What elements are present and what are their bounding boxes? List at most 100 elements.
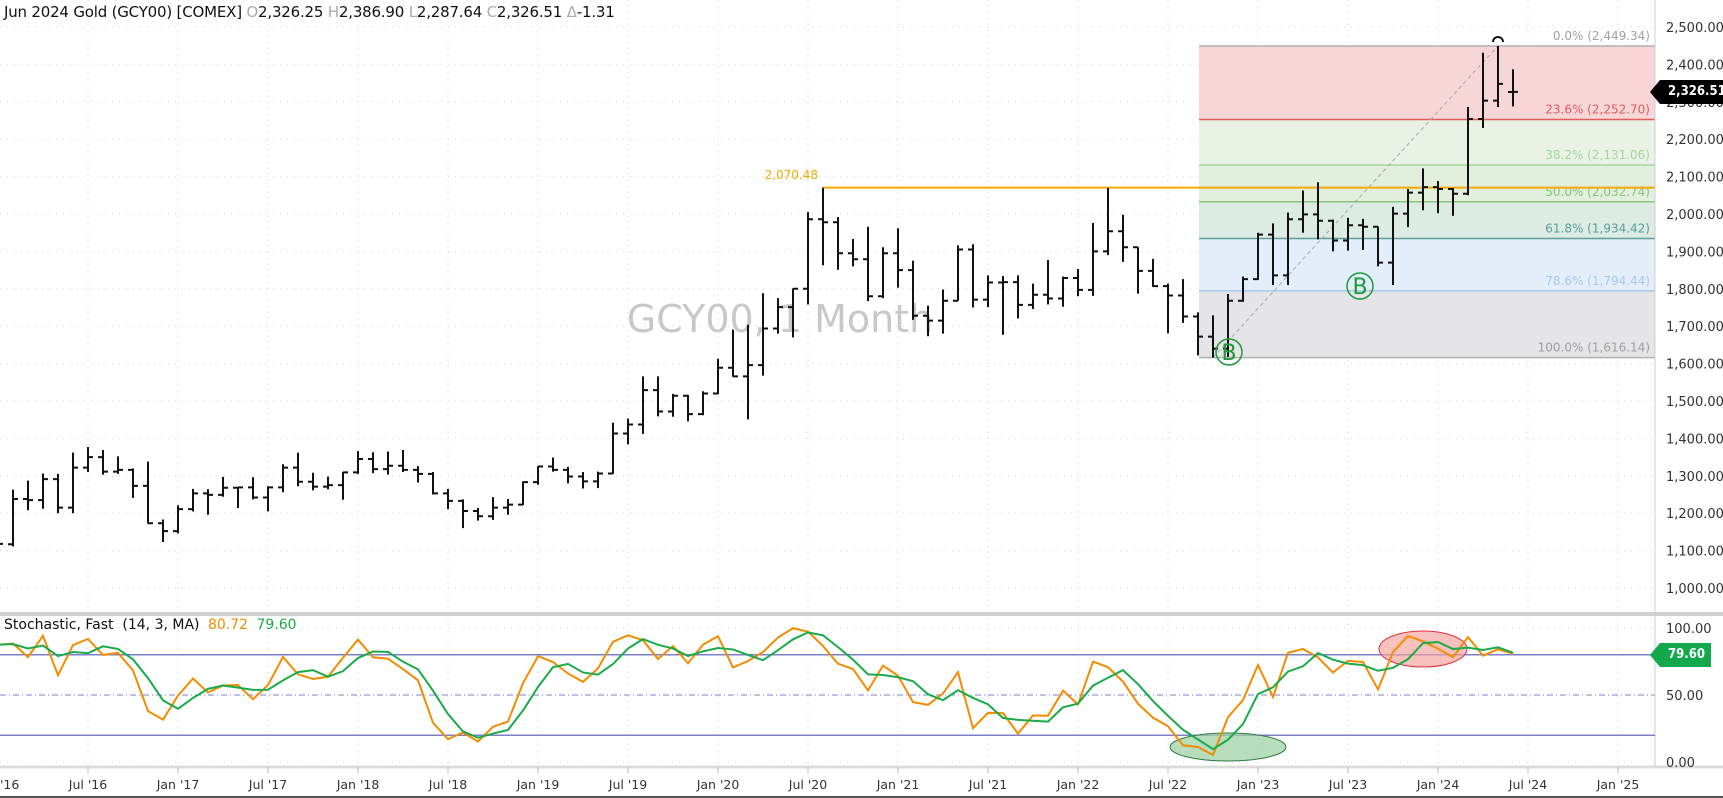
price-bar bbox=[1163, 283, 1173, 334]
time-axis-label: Jul '24 bbox=[1508, 777, 1547, 792]
price-bar bbox=[653, 376, 663, 417]
price-bar bbox=[638, 376, 648, 434]
price-bar bbox=[1058, 276, 1068, 307]
peak-marker-icon bbox=[1492, 36, 1504, 43]
price-bar bbox=[728, 329, 738, 378]
price-bar bbox=[458, 499, 468, 529]
price-bar bbox=[608, 422, 618, 475]
price-bar bbox=[83, 447, 93, 473]
price-bar bbox=[1223, 294, 1233, 357]
price-bar bbox=[893, 228, 903, 288]
resistance-label: 2,070.48 bbox=[765, 168, 818, 182]
price-bar bbox=[1313, 182, 1323, 240]
price-axis-label: 1,100.00 bbox=[1666, 545, 1723, 560]
last-price-tag: 2,326.51 bbox=[1650, 80, 1723, 104]
price-bar bbox=[758, 293, 768, 376]
fib-zone bbox=[1199, 290, 1655, 358]
price-bar bbox=[1298, 190, 1308, 233]
panel-divider bbox=[0, 612, 1723, 616]
time-axis-label: Jul '22 bbox=[1148, 777, 1187, 792]
fib-zone bbox=[1199, 238, 1655, 291]
price-bar bbox=[548, 457, 558, 472]
price-bar bbox=[113, 456, 123, 474]
price-bar bbox=[143, 461, 153, 525]
fib-level-label: 61.8% (1,934.42) bbox=[1545, 222, 1650, 236]
stochastic-d-line bbox=[0, 631, 1514, 751]
price-bar bbox=[1448, 187, 1458, 216]
price-axis-label: 1,000.00 bbox=[1666, 582, 1723, 597]
watermark: GCY00, 1 Month bbox=[627, 297, 933, 341]
time-axis-label: Jul '19 bbox=[608, 777, 647, 792]
fib-trend-line bbox=[1212, 45, 1499, 358]
low-label: L bbox=[408, 3, 417, 21]
price-bar bbox=[8, 489, 18, 547]
price-bar bbox=[833, 216, 843, 270]
close-value: 2,326.51 bbox=[496, 3, 563, 21]
price-bar bbox=[473, 507, 483, 521]
price-bar bbox=[338, 471, 348, 500]
price-bar bbox=[518, 481, 528, 506]
price-bar bbox=[983, 275, 993, 308]
price-bar bbox=[38, 473, 48, 509]
buy-signal-icon bbox=[1215, 338, 1243, 366]
price-bar bbox=[128, 468, 138, 498]
time-axis-label: Jul '16 bbox=[68, 777, 107, 792]
change-value: -1.31 bbox=[576, 3, 615, 21]
time-axis-label: Jan '21 bbox=[876, 777, 920, 792]
price-bar bbox=[713, 358, 723, 395]
fib-level-label: 0.0% (2,449.34) bbox=[1553, 29, 1650, 43]
price-bar bbox=[1028, 283, 1038, 309]
price-bar bbox=[668, 393, 678, 417]
price-bar bbox=[443, 488, 453, 510]
price-bar bbox=[293, 452, 303, 487]
stochastic-d-value: 79.60 bbox=[256, 617, 297, 633]
time-axis-label: Jan '16 bbox=[0, 777, 19, 792]
buy-signal-marker: B bbox=[1346, 272, 1374, 300]
fib-level-label: 23.6% (2,252.70) bbox=[1545, 102, 1650, 116]
time-axis-label: Jan '25 bbox=[1596, 777, 1640, 792]
price-bar bbox=[398, 449, 408, 473]
price-bar bbox=[323, 476, 333, 490]
price-axis-label: 1,400.00 bbox=[1666, 432, 1723, 447]
fib-zone bbox=[1199, 119, 1655, 165]
time-axis-label: Jul '21 bbox=[968, 777, 1007, 792]
price-bar bbox=[1043, 260, 1053, 305]
fib-level-label: 78.6% (1,794.44) bbox=[1545, 274, 1650, 288]
price-bar bbox=[383, 451, 393, 475]
price-bar bbox=[353, 451, 363, 474]
price-bar bbox=[203, 489, 213, 515]
price-bar bbox=[938, 289, 948, 334]
price-axis-label: 1,600.00 bbox=[1666, 358, 1723, 373]
overbought-highlight bbox=[1378, 630, 1468, 668]
price-axis-label: 2,400.00 bbox=[1666, 58, 1723, 73]
price-bar bbox=[848, 239, 858, 267]
price-bar bbox=[263, 486, 273, 512]
price-bar bbox=[1283, 212, 1293, 286]
price-bar bbox=[1508, 69, 1518, 107]
stochastic-axis-label: 0.00 bbox=[1666, 756, 1695, 771]
stochastic-header: Stochastic, Fast (14, 3, MA) 80.72 79.60 bbox=[4, 617, 297, 633]
price-bar bbox=[1343, 217, 1353, 251]
price-bar bbox=[23, 480, 33, 511]
time-axis-label: Jan '19 bbox=[516, 777, 560, 792]
price-axis-label: 2,200.00 bbox=[1666, 133, 1723, 148]
price-bar bbox=[68, 452, 78, 514]
fib-level-label: 38.2% (2,131.06) bbox=[1545, 148, 1650, 162]
price-bar bbox=[158, 519, 168, 542]
stochastic-axis-label: 100.00 bbox=[1666, 622, 1712, 637]
price-bar bbox=[968, 244, 978, 308]
price-bar bbox=[1073, 268, 1083, 297]
time-axis-label: Jan '20 bbox=[696, 777, 740, 792]
price-bar bbox=[1193, 312, 1203, 356]
price-bar bbox=[233, 486, 243, 508]
oversold-highlight bbox=[1169, 732, 1287, 762]
price-axis-label: 1,300.00 bbox=[1666, 470, 1723, 485]
price-bar bbox=[623, 418, 633, 445]
stochastic-value-tag: 79.60 bbox=[1650, 643, 1711, 667]
ohlc-bars bbox=[0, 45, 1518, 547]
price-axis-label: 2,100.00 bbox=[1666, 171, 1723, 186]
price-bar bbox=[1403, 188, 1413, 228]
fib-zone bbox=[1199, 164, 1655, 202]
chart-header: Jun 2024 Gold (GCY00) [COMEX] O2,326.25 … bbox=[4, 3, 615, 21]
